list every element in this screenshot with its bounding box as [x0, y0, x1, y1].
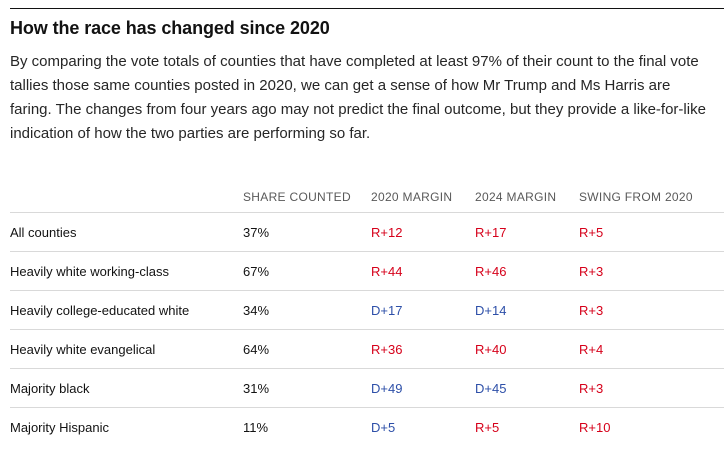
margin-2024-value: D+14 [475, 303, 507, 318]
top-rule [10, 8, 724, 9]
table-row: Majority black 31% D+49 D+45 R+3 [10, 368, 724, 407]
margin-2024-value: R+46 [475, 264, 507, 279]
table-row: Heavily white working-class 67% R+44 R+46 R+… [10, 251, 724, 290]
margin-2024-value: R+5 [475, 420, 500, 435]
table-row: Heavily white evangelical 64% R+36 R+40 R+4 [10, 329, 724, 368]
margin-2024-value: D+45 [475, 381, 507, 396]
swing-value: R+5 [579, 225, 604, 240]
margin-2024-value: R+40 [475, 342, 507, 357]
row-label: Majority Hispanic [10, 420, 109, 435]
swing-value: R+10 [579, 420, 611, 435]
share-counted-value: 64% [243, 342, 270, 357]
share-counted-value: 31% [243, 381, 270, 396]
table-row: Heavily college-educated white 34% D+17 D+1… [10, 290, 724, 329]
table-row: Majority Hispanic 11% D+5 R+5 R+10 [10, 407, 724, 446]
table-header: SHARE COUNTED 2020 MARGIN 2024 MARGIN SW… [10, 184, 724, 212]
share-counted-value: 34% [243, 303, 270, 318]
margin-2020-value: R+36 [371, 342, 403, 357]
row-label: Heavily college-educated white [10, 303, 190, 318]
swing-value: R+3 [579, 381, 604, 396]
margin-2020-value: D+5 [371, 420, 396, 435]
margin-2020-value: D+49 [371, 381, 403, 396]
header-2024-margin: 2024 MARGIN [475, 190, 557, 204]
row-label: All counties [10, 225, 77, 240]
header-2020-margin: 2020 MARGIN [371, 190, 453, 204]
share-counted-value: 11% [243, 420, 269, 435]
margin-2024-value: R+17 [475, 225, 507, 240]
description-paragraph: By comparing the vote totals of counties… [10, 53, 706, 142]
swing-value: R+4 [579, 342, 604, 357]
margin-2020-value: R+12 [371, 225, 403, 240]
row-label: Majority black [10, 381, 90, 396]
share-counted-value: 37% [243, 225, 270, 240]
row-label: Heavily white evangelical [10, 342, 156, 357]
results-table: SHARE COUNTED 2020 MARGIN 2024 MARGIN SW… [10, 184, 724, 446]
margin-2020-value: D+17 [371, 303, 403, 318]
page-title: How the race has changed since 2020 [10, 18, 330, 38]
swing-value: R+3 [579, 264, 604, 279]
margin-2020-value: R+44 [371, 264, 403, 279]
table-row: All counties 37% R+12 R+17 R+5 [10, 212, 724, 251]
header-swing: SWING FROM 2020 [579, 190, 693, 204]
header-share-counted: SHARE COUNTED [243, 190, 351, 204]
table-body: All counties 37% R+12 R+17 R+5 Heavily white … [10, 212, 724, 446]
swing-value: R+3 [579, 303, 604, 318]
row-label: Heavily white working-class [10, 264, 169, 279]
share-counted-value: 67% [243, 264, 270, 279]
